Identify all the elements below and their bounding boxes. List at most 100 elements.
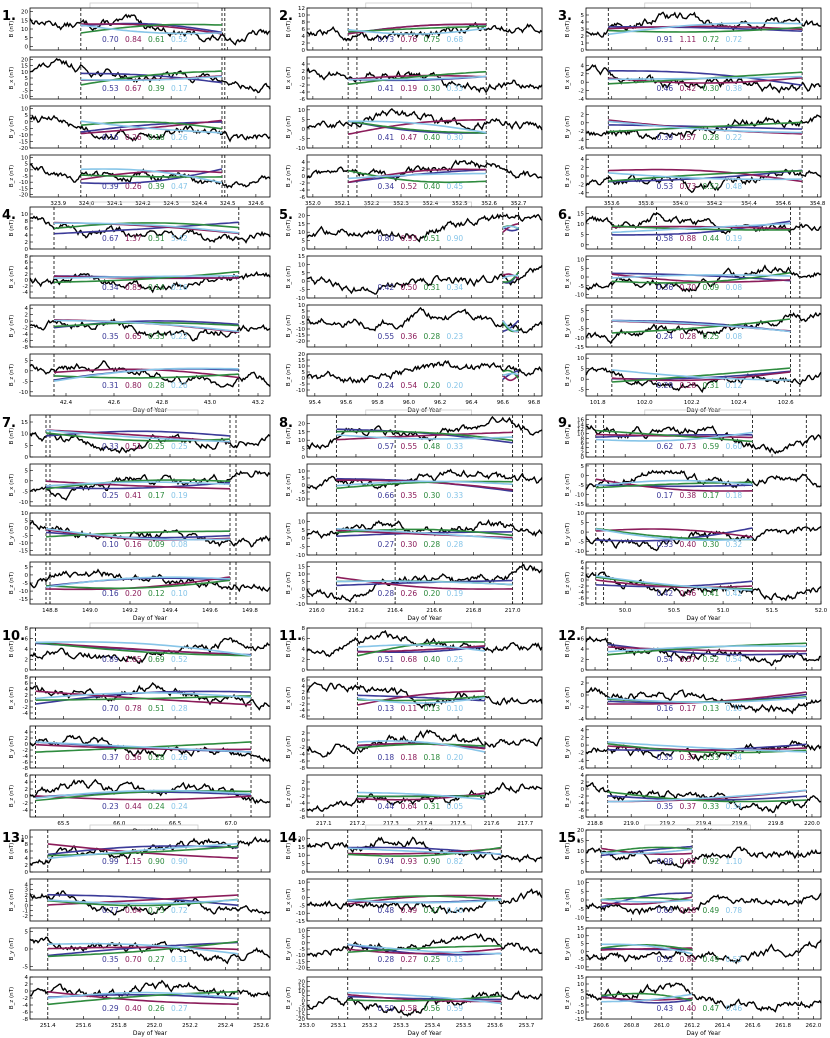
y-tick-label: 15 bbox=[577, 839, 584, 845]
subplot-by: -10 -5 0 5 10 B_y (nT) 0.27 0.30 0.28 0.28 bbox=[286, 512, 543, 559]
model-curve-4 bbox=[80, 24, 223, 35]
score-label-3: 0.51 bbox=[148, 704, 165, 713]
x-tick-label: 66.0 bbox=[113, 821, 126, 827]
y-tick-label: 0 bbox=[25, 369, 29, 375]
y-axis-label: B (nT) bbox=[286, 843, 292, 860]
score-label-3: 0.31 bbox=[424, 802, 441, 811]
y-tick-label: 4 bbox=[25, 233, 29, 239]
model-curve-4 bbox=[347, 847, 502, 855]
y-tick-label: -4 bbox=[579, 138, 585, 144]
score-label-2: 0.19 bbox=[401, 84, 418, 93]
y-tick-label: 15 bbox=[298, 984, 305, 990]
score-label-2: 0.49 bbox=[401, 906, 418, 915]
y-tick-label: 2 bbox=[25, 982, 29, 988]
y-tick-label: -2 bbox=[23, 326, 28, 332]
x-tick-label: 96.2 bbox=[434, 400, 446, 406]
x-tick-label: 96.0 bbox=[403, 400, 416, 406]
score-label-2: 0.40 bbox=[680, 540, 697, 549]
x-tick-label: 51.5 bbox=[766, 608, 779, 614]
y-axis-label: B_z (nT) bbox=[565, 785, 571, 807]
subplot-bx: -10 -5 0 5 B_x (nT) 0.25 0.41 0.17 0.19 bbox=[9, 463, 271, 507]
x-tick-label: 324.4 bbox=[192, 201, 208, 207]
score-label-3: 0.24 bbox=[148, 802, 165, 811]
y-axis-label: B_z (nT) bbox=[565, 165, 571, 187]
y-tick-label: 5 bbox=[25, 36, 29, 42]
y-tick-label: 10 bbox=[298, 853, 305, 859]
score-label-3: 0.31 bbox=[703, 381, 720, 390]
score-label-2: 0.18 bbox=[680, 906, 697, 915]
score-label-1: 0.73 bbox=[378, 35, 395, 44]
score-label-1: 0.13 bbox=[378, 704, 395, 713]
y-axis-label: B (nT) bbox=[565, 220, 571, 237]
score-label-3: 0.92 bbox=[703, 857, 720, 866]
y-tick-label: 0 bbox=[302, 483, 306, 489]
panel-number: 1. bbox=[2, 9, 16, 24]
x-tick-label: 43.0 bbox=[204, 400, 217, 406]
score-label-1: 0.77 bbox=[102, 906, 119, 915]
y-tick-label: -5 bbox=[23, 174, 29, 180]
y-tick-label: 2 bbox=[25, 313, 29, 319]
score-label-2: 0.37 bbox=[680, 802, 697, 811]
score-label-4: 0.19 bbox=[726, 234, 743, 243]
x-tick-label: 324.5 bbox=[220, 201, 236, 207]
x-tick-label: 51.0 bbox=[717, 608, 730, 614]
y-tick-label: 5 bbox=[581, 860, 585, 866]
y-tick-label: 2 bbox=[25, 272, 29, 278]
subplot-bz: -4 -2 0 2 4 B_z (nT) 0.53 0.73 0.52 0.48 353.6 353.… bbox=[565, 154, 826, 215]
y-axis-label: B_x (nT) bbox=[286, 266, 292, 289]
y-axis-label: B (nT) bbox=[286, 641, 292, 658]
model-curve-4 bbox=[607, 741, 807, 753]
y-tick-label: 5 bbox=[25, 358, 29, 364]
y-tick-label: -15 bbox=[575, 502, 584, 508]
model-curve-3 bbox=[611, 367, 791, 383]
score-label-1: 0.66 bbox=[378, 491, 395, 500]
y-tick-label: 0 bbox=[25, 168, 29, 174]
score-label-4: 0.60 bbox=[726, 442, 743, 451]
x-tick-label: 253.7 bbox=[518, 1023, 534, 1029]
x-tick-label: 352.3 bbox=[393, 201, 409, 207]
x-tick-label: 352.0 bbox=[305, 201, 321, 207]
model-curve-4 bbox=[336, 434, 513, 440]
score-label-2: 0.20 bbox=[125, 589, 142, 598]
y-tick-label: 10 bbox=[298, 364, 305, 370]
model-curve-3 bbox=[608, 170, 803, 182]
score-label-1: 0.99 bbox=[102, 857, 119, 866]
x-tick-label: 260.8 bbox=[624, 1023, 640, 1029]
score-label-2: 0.36 bbox=[125, 753, 142, 762]
score-label-4: 0.28 bbox=[447, 540, 464, 549]
x-tick-label: 252.0 bbox=[147, 1023, 163, 1029]
model-curve-4 bbox=[357, 644, 485, 652]
x-tick-label: 261.8 bbox=[775, 1023, 791, 1029]
score-label-4: 0.18 bbox=[726, 491, 743, 500]
score-label-4: 0.08 bbox=[726, 283, 743, 292]
score-label-2: 1.05 bbox=[125, 655, 142, 664]
score-label-3: 0.20 bbox=[424, 589, 441, 598]
score-label-2: 1.11 bbox=[680, 35, 697, 44]
axes-frame bbox=[306, 878, 543, 922]
y-tick-label: -5 bbox=[23, 965, 29, 971]
panel-number: 10. bbox=[2, 629, 25, 644]
y-tick-label: -10 bbox=[296, 602, 305, 608]
y-axis-label: B_z (nT) bbox=[286, 785, 292, 807]
x-axis-label: Day of Year bbox=[133, 615, 168, 622]
x-tick-label: 96.6 bbox=[497, 400, 510, 406]
score-label-2: 0.26 bbox=[125, 133, 142, 142]
y-tick-label: 2 bbox=[581, 735, 585, 741]
y-tick-label: 0 bbox=[581, 80, 585, 86]
score-label-3: 0.59 bbox=[703, 442, 720, 451]
score-label-4: 0.42 bbox=[726, 589, 743, 598]
observed-trace bbox=[29, 431, 271, 454]
panel-number: 7. bbox=[2, 416, 16, 431]
score-label-1: 0.33 bbox=[657, 540, 674, 549]
y-tick-label: 2 bbox=[581, 166, 585, 172]
y-tick-label: 10 bbox=[298, 928, 305, 934]
y-tick-label: 2 bbox=[302, 780, 306, 786]
score-label-2: 0.64 bbox=[125, 906, 142, 915]
x-tick-label: 217.3 bbox=[383, 821, 399, 827]
y-axis-label: B_y (nT) bbox=[565, 938, 571, 961]
